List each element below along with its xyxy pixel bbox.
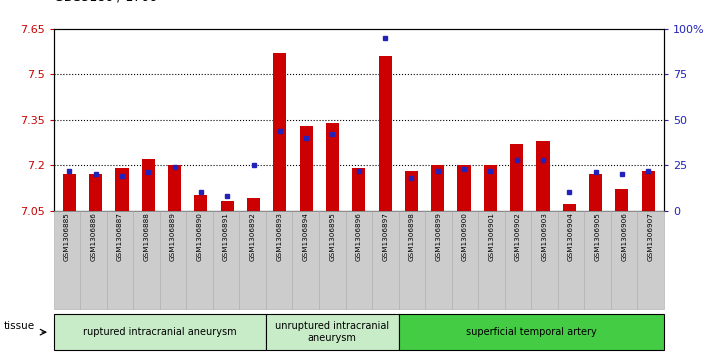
Bar	[326, 123, 339, 211]
Bar	[116, 168, 129, 211]
Bar	[247, 199, 260, 211]
Text: GSM1306896: GSM1306896	[356, 212, 362, 261]
Text: GSM1306887: GSM1306887	[117, 212, 123, 261]
Bar	[484, 165, 497, 211]
Text: GSM1306900: GSM1306900	[462, 212, 468, 261]
Text: GSM1306903: GSM1306903	[542, 212, 548, 261]
Text: GSM1306894: GSM1306894	[303, 212, 308, 261]
Text: GSM1306886: GSM1306886	[91, 212, 96, 261]
Bar	[141, 159, 155, 211]
Bar	[221, 201, 233, 211]
Bar	[89, 174, 102, 211]
Text: GSM1306906: GSM1306906	[621, 212, 627, 261]
Bar	[168, 165, 181, 211]
Text: GSM1306889: GSM1306889	[170, 212, 176, 261]
Text: GSM1306885: GSM1306885	[64, 212, 70, 261]
Text: unruptured intracranial
aneurysm: unruptured intracranial aneurysm	[275, 321, 389, 343]
Bar	[194, 195, 208, 211]
Text: GSM1306892: GSM1306892	[250, 212, 256, 261]
Bar	[563, 204, 576, 211]
Text: GSM1306888: GSM1306888	[144, 212, 149, 261]
Bar	[63, 174, 76, 211]
Text: GSM1306901: GSM1306901	[488, 212, 495, 261]
Text: tissue: tissue	[4, 321, 35, 331]
Text: GSM1306895: GSM1306895	[329, 212, 336, 261]
Bar	[431, 165, 444, 211]
Bar	[510, 144, 523, 211]
Text: ruptured intracranial aneurysm: ruptured intracranial aneurysm	[83, 327, 236, 337]
Text: GSM1306893: GSM1306893	[276, 212, 282, 261]
Bar	[273, 53, 286, 211]
Text: GSM1306890: GSM1306890	[196, 212, 203, 261]
Bar	[536, 141, 550, 211]
Bar	[458, 165, 471, 211]
Bar	[615, 189, 628, 211]
Bar	[352, 168, 366, 211]
Text: superficial temporal artery: superficial temporal artery	[466, 327, 597, 337]
Text: GSM1306891: GSM1306891	[223, 212, 229, 261]
Bar	[405, 171, 418, 211]
Bar	[378, 56, 392, 211]
Bar	[300, 126, 313, 211]
Text: GSM1306902: GSM1306902	[515, 212, 521, 261]
Text: GSM1306907: GSM1306907	[648, 212, 654, 261]
Text: GSM1306897: GSM1306897	[382, 212, 388, 261]
Text: GSM1306899: GSM1306899	[436, 212, 441, 261]
Text: GSM1306905: GSM1306905	[595, 212, 600, 261]
Bar	[642, 171, 655, 211]
Text: GDS5186 / 1706: GDS5186 / 1706	[54, 0, 156, 4]
Text: GSM1306898: GSM1306898	[409, 212, 415, 261]
Text: GSM1306904: GSM1306904	[568, 212, 574, 261]
Bar	[589, 174, 602, 211]
